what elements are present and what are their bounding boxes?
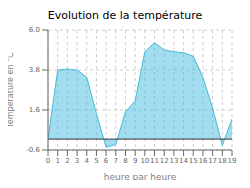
svg-text:2: 2 xyxy=(65,157,69,165)
svg-text:18: 18 xyxy=(218,157,227,165)
svg-text:5: 5 xyxy=(94,157,98,165)
svg-text:4: 4 xyxy=(85,157,90,165)
svg-text:9: 9 xyxy=(133,157,137,165)
svg-text:heure par heure: heure par heure xyxy=(104,172,177,180)
svg-text:10: 10 xyxy=(140,157,149,165)
svg-text:8: 8 xyxy=(123,157,127,165)
svg-text:15: 15 xyxy=(189,157,198,165)
svg-text:13: 13 xyxy=(169,157,178,165)
svg-text:6.0: 6.0 xyxy=(29,26,40,34)
html-text:Evolution de la température: Evolution de la température xyxy=(47,9,203,22)
svg-text:6: 6 xyxy=(104,157,109,165)
svg-text:1.6: 1.6 xyxy=(29,106,41,114)
svg-text:Température en °C: Température en °C xyxy=(8,52,15,129)
svg-text:0: 0 xyxy=(46,157,50,165)
svg-text:1: 1 xyxy=(55,157,59,165)
svg-text:3: 3 xyxy=(75,157,79,165)
svg-text:14: 14 xyxy=(179,157,188,165)
svg-text:12: 12 xyxy=(160,157,169,165)
svg-text:19: 19 xyxy=(228,157,237,165)
svg-text:7: 7 xyxy=(114,157,118,165)
svg-text:-0.6: -0.6 xyxy=(26,146,40,154)
svg-text:11: 11 xyxy=(150,157,159,165)
svg-text:3.8: 3.8 xyxy=(29,66,40,74)
svg-text:17: 17 xyxy=(208,157,217,165)
svg-text:16: 16 xyxy=(198,157,207,165)
